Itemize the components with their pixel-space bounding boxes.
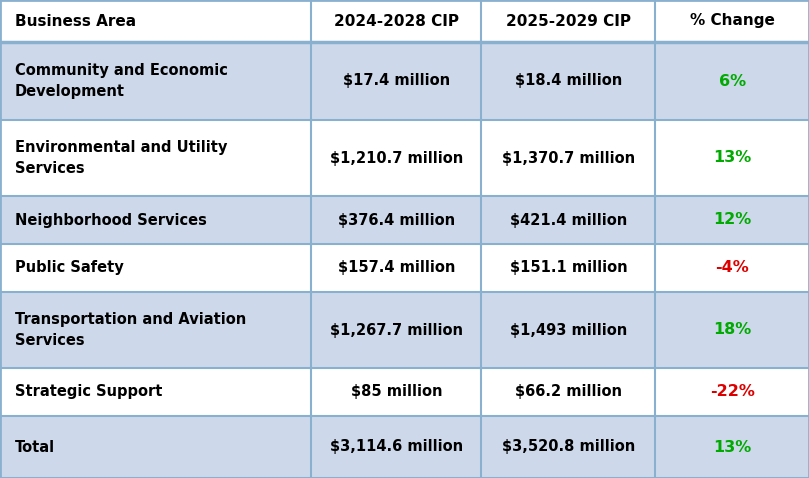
Bar xyxy=(0,244,311,292)
Bar xyxy=(311,42,481,120)
Text: $376.4 million: $376.4 million xyxy=(338,213,455,228)
Text: % Change: % Change xyxy=(690,13,774,29)
Bar xyxy=(0,196,311,244)
Bar xyxy=(311,292,481,368)
Text: $1,267.7 million: $1,267.7 million xyxy=(330,323,463,337)
Text: 12%: 12% xyxy=(713,213,752,228)
Text: $3,114.6 million: $3,114.6 million xyxy=(330,439,463,455)
Text: $1,210.7 million: $1,210.7 million xyxy=(330,151,463,165)
Text: 2025-2029 CIP: 2025-2029 CIP xyxy=(506,13,631,29)
Bar xyxy=(655,0,809,42)
Bar xyxy=(481,42,655,120)
Text: $1,370.7 million: $1,370.7 million xyxy=(502,151,635,165)
Bar xyxy=(311,244,481,292)
Text: $85 million: $85 million xyxy=(350,384,443,400)
Text: 18%: 18% xyxy=(713,323,752,337)
Text: $151.1 million: $151.1 million xyxy=(510,261,627,275)
Bar xyxy=(481,244,655,292)
Bar xyxy=(655,368,809,416)
Text: Transportation and Aviation
Services: Transportation and Aviation Services xyxy=(15,312,246,348)
Text: Strategic Support: Strategic Support xyxy=(15,384,162,400)
Text: 6%: 6% xyxy=(718,74,746,88)
Bar xyxy=(0,120,311,196)
Bar xyxy=(481,196,655,244)
Bar xyxy=(0,42,311,120)
Bar xyxy=(481,120,655,196)
Text: 13%: 13% xyxy=(713,151,752,165)
Bar xyxy=(481,292,655,368)
Text: Total: Total xyxy=(15,439,55,455)
Text: $421.4 million: $421.4 million xyxy=(510,213,627,228)
Bar xyxy=(655,42,809,120)
Bar xyxy=(0,0,311,42)
Bar xyxy=(0,292,311,368)
Bar xyxy=(0,368,311,416)
Text: -22%: -22% xyxy=(709,384,755,400)
Bar xyxy=(481,0,655,42)
Text: 13%: 13% xyxy=(713,439,752,455)
Bar xyxy=(311,416,481,478)
Bar xyxy=(311,0,481,42)
Bar xyxy=(655,292,809,368)
Bar xyxy=(481,416,655,478)
Text: Neighborhood Services: Neighborhood Services xyxy=(15,213,206,228)
Bar xyxy=(311,120,481,196)
Text: Environmental and Utility
Services: Environmental and Utility Services xyxy=(15,140,227,176)
Text: $3,520.8 million: $3,520.8 million xyxy=(502,439,635,455)
Bar xyxy=(655,120,809,196)
Text: 2024-2028 CIP: 2024-2028 CIP xyxy=(334,13,459,29)
Text: $18.4 million: $18.4 million xyxy=(515,74,622,88)
Bar xyxy=(655,244,809,292)
Text: Community and Economic
Development: Community and Economic Development xyxy=(15,63,227,99)
Bar xyxy=(481,368,655,416)
Text: Public Safety: Public Safety xyxy=(15,261,123,275)
Text: Business Area: Business Area xyxy=(15,13,136,29)
Text: $157.4 million: $157.4 million xyxy=(337,261,455,275)
Text: $1,493 million: $1,493 million xyxy=(510,323,627,337)
Text: -4%: -4% xyxy=(715,261,749,275)
Text: $17.4 million: $17.4 million xyxy=(343,74,450,88)
Bar xyxy=(0,416,311,478)
Bar xyxy=(655,196,809,244)
Text: $66.2 million: $66.2 million xyxy=(515,384,622,400)
Bar xyxy=(655,416,809,478)
Bar xyxy=(311,368,481,416)
Bar xyxy=(311,196,481,244)
